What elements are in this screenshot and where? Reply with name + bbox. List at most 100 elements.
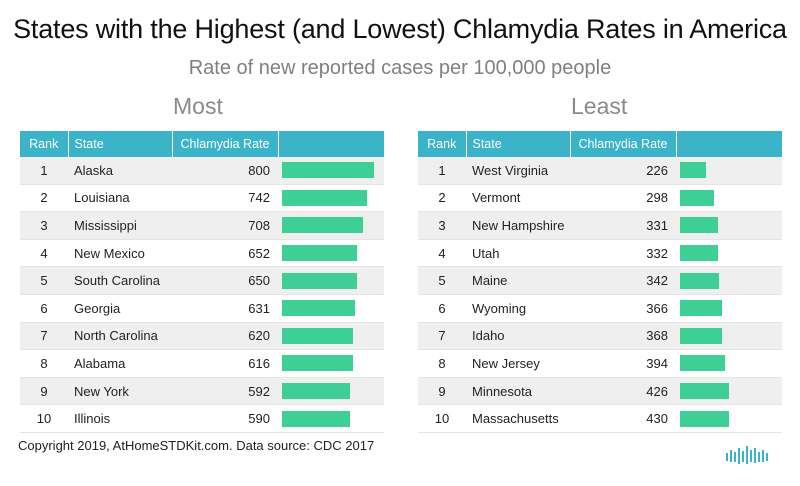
- rate-bar: [282, 272, 357, 289]
- state-cell: Vermont: [466, 184, 570, 213]
- bar-cell: [278, 211, 384, 240]
- bar-cell: [676, 404, 782, 433]
- table-row: 5 South Carolina 650: [20, 266, 384, 295]
- state-cell: West Virginia: [466, 157, 570, 185]
- rate-bar: [680, 272, 719, 289]
- rate-bar: [282, 327, 353, 344]
- table-row: 4 Utah 332: [418, 239, 782, 268]
- state-cell: Minnesota: [466, 377, 570, 406]
- rate-cell: 332: [570, 239, 676, 268]
- rank-cell: 1: [418, 157, 466, 185]
- rate-cell: 366: [570, 294, 676, 323]
- state-cell: Georgia: [68, 294, 172, 323]
- rank-cell: 6: [20, 294, 68, 323]
- bar-cell: [278, 377, 384, 406]
- table-row: 5 Maine 342: [418, 266, 782, 295]
- table-row: 3 New Hampshire 331: [418, 211, 782, 240]
- rank-cell: 10: [20, 404, 68, 433]
- table-row: 1 West Virginia 226: [418, 157, 782, 185]
- state-cell: New Jersey: [466, 349, 570, 378]
- least-table: Rank State Chlamydia Rate 1 West Virginia…: [418, 131, 782, 433]
- table-row: 6 Wyoming 366: [418, 294, 782, 323]
- rate-cell: 298: [570, 184, 676, 213]
- rank-cell: 9: [418, 377, 466, 406]
- rate-bar: [680, 410, 729, 427]
- rate-cell: 430: [570, 404, 676, 433]
- chart-title: States with the Highest (and Lowest) Chl…: [13, 14, 787, 44]
- panel-title-least: Least: [571, 93, 628, 119]
- table-row: 3 Mississippi 708: [20, 211, 384, 240]
- rate-bar: [282, 410, 350, 427]
- rank-cell: 9: [20, 377, 68, 406]
- rank-cell: 8: [20, 349, 68, 378]
- rate-cell: 342: [570, 266, 676, 295]
- table-row: 10 Illinois 590: [20, 404, 384, 433]
- rate-bar: [680, 245, 718, 262]
- rate-cell: 226: [570, 157, 676, 185]
- rank-cell: 4: [20, 239, 68, 268]
- column-header-rate: Chlamydia Rate: [569, 131, 676, 157]
- bar-cell: [278, 404, 384, 433]
- rate-cell: 800: [172, 157, 278, 185]
- rate-cell: 742: [172, 184, 278, 213]
- state-cell: New Mexico: [68, 239, 172, 268]
- bar-cell: [676, 266, 782, 295]
- bar-cell: [278, 184, 384, 213]
- rank-cell: 1: [20, 157, 68, 185]
- state-cell: South Carolina: [68, 266, 172, 295]
- column-header-rank: Rank: [20, 131, 68, 157]
- rate-bar: [282, 217, 363, 234]
- column-header-rank: Rank: [418, 131, 466, 157]
- rate-cell: 331: [570, 211, 676, 240]
- state-cell: Mississippi: [68, 211, 172, 240]
- table-row: 9 Minnesota 426: [418, 377, 782, 406]
- rate-cell: 592: [172, 377, 278, 406]
- table-header-row: Rank State Chlamydia Rate: [20, 131, 384, 157]
- column-header-bar: [675, 131, 782, 157]
- rank-cell: 4: [418, 239, 466, 268]
- bar-cell: [676, 294, 782, 323]
- state-cell: Alabama: [68, 349, 172, 378]
- rate-bar: [680, 383, 729, 400]
- bar-cell: [676, 184, 782, 213]
- rate-bar: [680, 189, 714, 206]
- soundwave-logo-icon: [726, 446, 768, 464]
- bar-cell: [278, 266, 384, 295]
- rate-bar: [680, 327, 722, 344]
- state-cell: Illinois: [68, 404, 172, 433]
- rate-cell: 620: [172, 322, 278, 351]
- rate-cell: 652: [172, 239, 278, 268]
- column-header-state: State: [465, 131, 570, 157]
- rate-bar: [282, 189, 367, 206]
- state-cell: Massachusetts: [466, 404, 570, 433]
- state-cell: Alaska: [68, 157, 172, 185]
- rate-bar: [680, 217, 718, 234]
- column-header-bar: [277, 131, 384, 157]
- table-row: 2 Louisiana 742: [20, 184, 384, 213]
- state-cell: Louisiana: [68, 184, 172, 213]
- rate-cell: 368: [570, 322, 676, 351]
- rank-cell: 3: [20, 211, 68, 240]
- rate-bar: [282, 162, 374, 179]
- rank-cell: 5: [20, 266, 68, 295]
- bar-cell: [278, 294, 384, 323]
- bar-cell: [278, 322, 384, 351]
- bar-cell: [676, 239, 782, 268]
- table-row: 7 North Carolina 620: [20, 322, 384, 351]
- table-row: 4 New Mexico 652: [20, 239, 384, 268]
- rank-cell: 2: [20, 184, 68, 213]
- bar-cell: [278, 157, 384, 185]
- most-table: Rank State Chlamydia Rate 1 Alaska 800 2 Lou…: [20, 131, 384, 433]
- rate-bar: [282, 245, 357, 262]
- rate-bar: [282, 383, 350, 400]
- rank-cell: 8: [418, 349, 466, 378]
- table-header-row: Rank State Chlamydia Rate: [418, 131, 782, 157]
- rate-bar: [680, 300, 722, 317]
- rank-cell: 5: [418, 266, 466, 295]
- panel-title-most: Most: [173, 93, 223, 119]
- bar-cell: [676, 211, 782, 240]
- table-row: 10 Massachusetts 430: [418, 404, 782, 433]
- table-row: 8 New Jersey 394: [418, 349, 782, 378]
- rate-bar: [282, 355, 353, 372]
- rate-cell: 426: [570, 377, 676, 406]
